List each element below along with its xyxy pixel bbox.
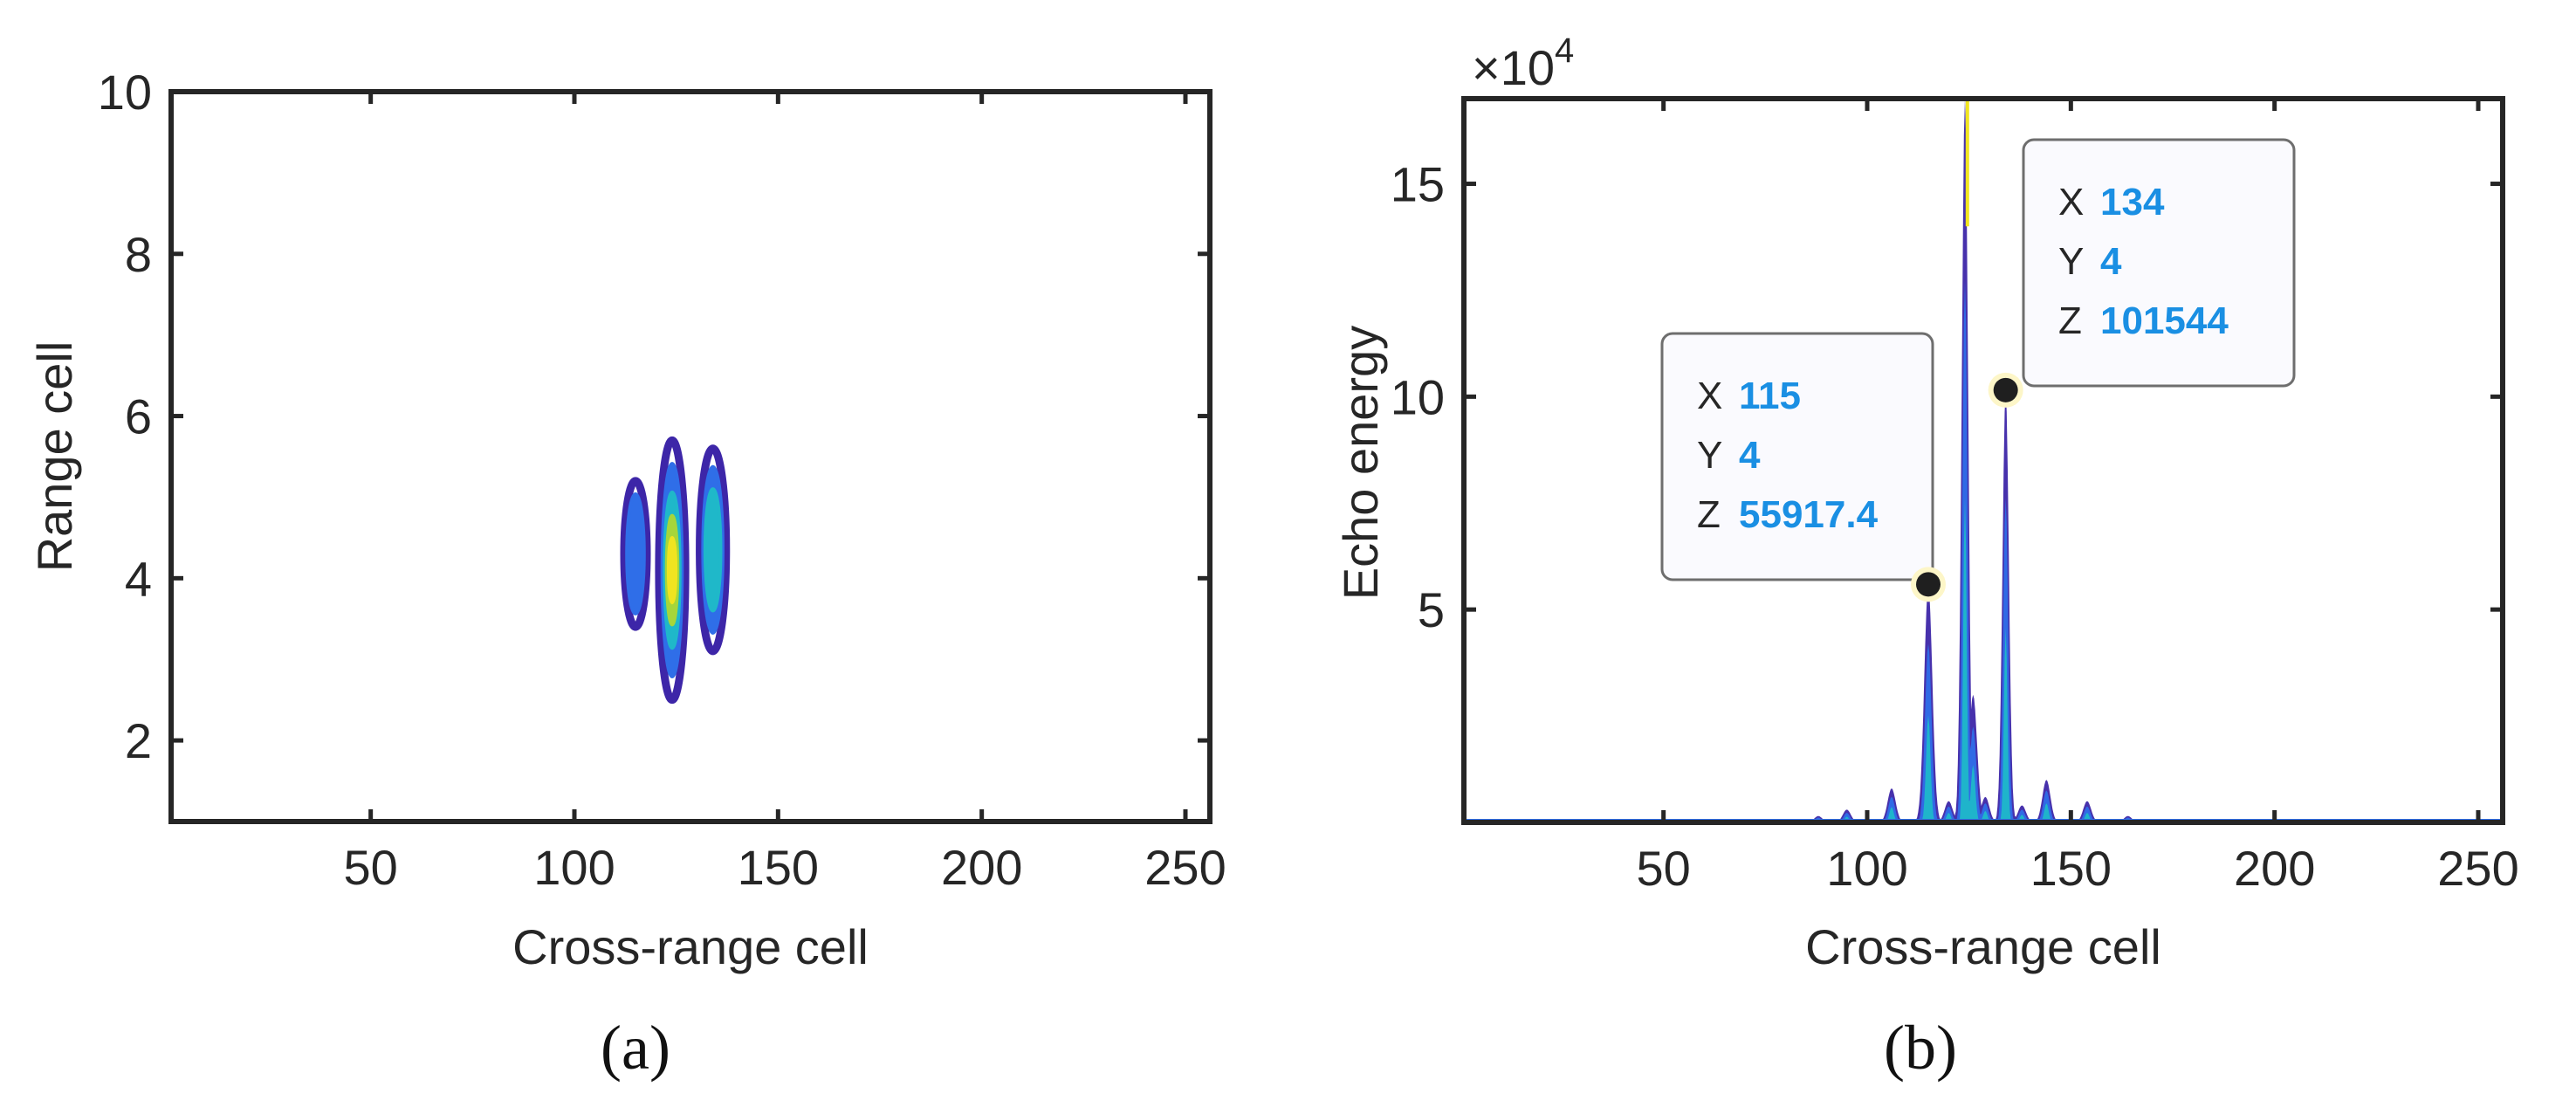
plot-frame — [1461, 96, 2505, 825]
x-tick-label: 200 — [941, 840, 1022, 895]
x-tick-label: 200 — [2234, 841, 2315, 896]
datatip-key: X — [1697, 375, 1722, 417]
x-tick-label: 50 — [344, 840, 398, 895]
echo-energy-plot-area — [1464, 99, 2503, 822]
datatip-key: Z — [1697, 493, 1721, 536]
datatip-key: Y — [1697, 434, 1722, 477]
y-tick-label: 10 — [1391, 369, 1445, 424]
y-axis-label: Range cell — [27, 341, 82, 573]
x-axis-ticks: 50 100 150 200 250 — [344, 92, 1226, 895]
y-tick-label: 6 — [125, 389, 152, 444]
x-axis-ticks: 50 100 150 200 250 — [1637, 99, 2519, 896]
plot-frame — [168, 89, 1212, 824]
datatip: X 134 Y 4Z 101544 — [1988, 138, 2296, 408]
panel-label: (a) — [601, 1013, 670, 1083]
y-axis-multiplier: ×104 — [1472, 31, 1574, 95]
x-tick-label: 250 — [1144, 840, 1226, 895]
contour-blob-124-level-0 — [655, 436, 690, 705]
datatip-value: 55917.4 — [1739, 493, 1879, 536]
x-axis-label: Cross-range cell — [1805, 919, 2161, 974]
contour-plot-area — [620, 436, 731, 705]
datatip-value: 4 — [2100, 240, 2122, 283]
x-axis-label: Cross-range cell — [512, 919, 869, 974]
x-tick-label: 150 — [738, 840, 819, 895]
energy-area-mid — [1464, 279, 2503, 822]
contour-blob-115-level-1 — [625, 492, 646, 616]
datatip: X 115 Y 4Z 55917.4 — [1660, 332, 1946, 602]
x-tick-label: 100 — [1826, 841, 1907, 896]
datatip-value: 101544 — [2100, 299, 2229, 342]
datatip-value: 115 — [1739, 375, 1801, 417]
x-tick-label: 100 — [533, 840, 615, 895]
y-tick-label: 15 — [1391, 157, 1445, 212]
y-tick-label: 5 — [1418, 582, 1445, 637]
contour-blob-115-level-0 — [620, 477, 651, 631]
y-axis-label: Echo energy — [1333, 326, 1388, 600]
y-axis-ticks: 5 10 15 — [1391, 157, 2503, 637]
datatip-box — [1660, 332, 1934, 581]
y-tick-label: 4 — [125, 551, 152, 606]
contour-chart-panel: 50 100 150 200 250 2 4 6 8 10 Cross-range cell R… — [27, 65, 1226, 1083]
y-tick-label: 8 — [125, 227, 152, 282]
x-tick-label: 50 — [1637, 841, 1691, 896]
y-tick-label: 2 — [125, 713, 152, 768]
echo-energy-chart-panel: 50 100 150 200 250 5 10 15 ×104 Echo energy Cr… — [1333, 31, 2519, 1083]
energy-area-outer — [1464, 99, 2503, 822]
datatip-key: Z — [2058, 299, 2082, 342]
datatip-value: 134 — [2100, 181, 2165, 223]
datatip-value: 4 — [1739, 434, 1761, 477]
x-tick-label: 250 — [2437, 841, 2518, 896]
datatip-key: X — [2058, 181, 2084, 223]
x-tick-label: 150 — [2030, 841, 2112, 896]
energy-area-inner — [1464, 497, 2503, 822]
datatip-key: Y — [2058, 240, 2084, 283]
datatip-marker — [1993, 377, 2018, 402]
y-axis-ticks: 2 4 6 8 10 — [98, 65, 1210, 768]
y-tick-label: 10 — [98, 65, 152, 120]
contour-blob-134-level-2 — [703, 487, 723, 613]
contour-blob-134-level-0 — [696, 444, 731, 656]
panel-label: (b) — [1884, 1013, 1957, 1083]
contour-blob-124-level-4 — [666, 535, 678, 605]
datatip-box — [2022, 138, 2296, 388]
datatip-marker — [1916, 572, 1941, 597]
